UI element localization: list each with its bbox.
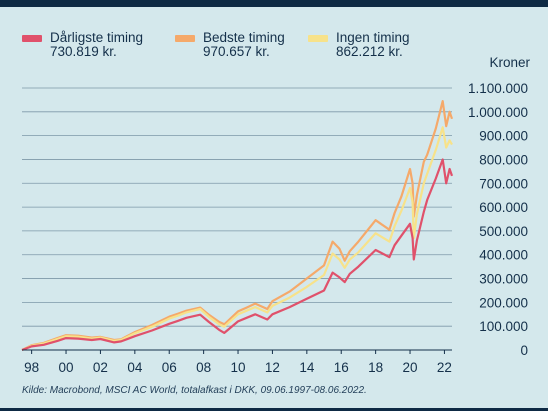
legend-swatch (22, 35, 42, 42)
source-note: Kilde: Macrobond, MSCI AC World, totalaf… (22, 385, 367, 396)
series-line-bedste-timing (21, 99, 454, 351)
legend-name: Dårligste timing (50, 30, 144, 45)
y-tick-label: 900.000 (479, 129, 528, 144)
x-tick-label: 98 (24, 360, 39, 375)
legend-name: Bedste timing (203, 30, 285, 45)
bottom-border (0, 408, 548, 411)
x-tick-label: 22 (437, 360, 452, 375)
y-tick-label: 1.000.000 (468, 105, 528, 120)
series-line-dårligste-timing (21, 158, 454, 352)
y-axis: 0 100.000 200.000 300.000 400.000 500.000 600.… (468, 81, 528, 358)
legend-value: 862.212 kr. (336, 44, 403, 59)
y-tick-label: 500.000 (479, 224, 528, 239)
x-tick-label: 02 (93, 360, 108, 375)
legend-value: 970.657 kr. (203, 44, 270, 59)
y-tick-label: 0 (520, 343, 528, 358)
legend-swatch (308, 35, 328, 42)
x-tick-label: 06 (162, 360, 177, 375)
y-tick-label: 600.000 (479, 200, 528, 215)
series-line-ingen-timing (21, 126, 453, 352)
x-tick-label: 18 (368, 360, 383, 375)
legend-value: 730.819 kr. (50, 44, 117, 59)
y-tick-label: 400.000 (479, 248, 528, 263)
grid-lines (22, 87, 452, 327)
top-border (0, 0, 548, 7)
y-tick-label: 300.000 (479, 272, 528, 287)
x-tick-label: 08 (196, 360, 211, 375)
y-axis-title: Kroner (489, 55, 530, 70)
y-tick-label: 1.100.000 (468, 81, 528, 96)
x-tick-label: 14 (299, 360, 315, 375)
x-tick-label: 20 (403, 360, 418, 375)
x-tick-label: 10 (231, 360, 246, 375)
y-tick-label: 800.000 (479, 152, 528, 167)
legend-name: Ingen timing (336, 30, 410, 45)
y-tick-label: 100.000 (479, 319, 528, 334)
x-tick-label: 00 (59, 360, 74, 375)
x-axis: 98 00 02 04 06 08 10 12 14 16 18 20 22 (22, 349, 452, 375)
series-lines (21, 99, 454, 352)
x-tick-label: 04 (127, 360, 143, 375)
legend-swatch (175, 35, 195, 42)
y-tick-label: 200.000 (479, 295, 528, 310)
x-tick-label: 16 (334, 360, 349, 375)
x-tick-label: 12 (265, 360, 280, 375)
y-tick-label: 700.000 (479, 176, 528, 191)
